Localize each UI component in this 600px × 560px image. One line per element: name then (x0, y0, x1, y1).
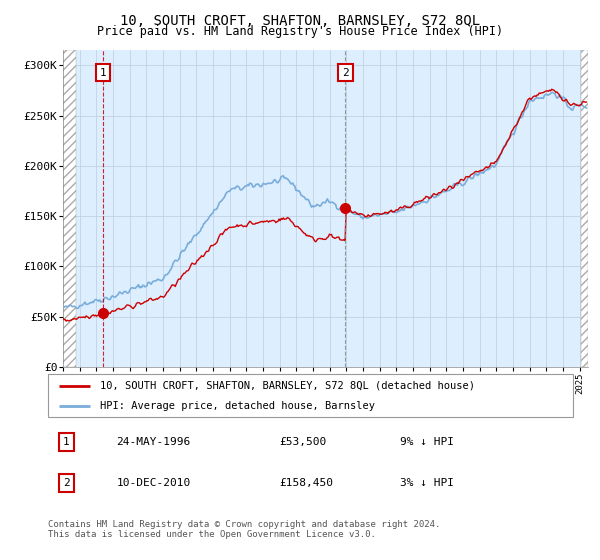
Text: 3% ↓ HPI: 3% ↓ HPI (400, 478, 454, 488)
Text: 1: 1 (63, 437, 70, 447)
Bar (63, 50, 76, 367)
Text: 1: 1 (100, 68, 106, 77)
Text: 24-MAY-1996: 24-MAY-1996 (116, 437, 191, 447)
Bar (581, 50, 588, 367)
Text: 10, SOUTH CROFT, SHAFTON, BARNSLEY, S72 8QL (detached house): 10, SOUTH CROFT, SHAFTON, BARNSLEY, S72 … (101, 381, 476, 391)
Text: Contains HM Land Registry data © Crown copyright and database right 2024.
This d: Contains HM Land Registry data © Crown c… (48, 520, 440, 539)
Text: 9% ↓ HPI: 9% ↓ HPI (400, 437, 454, 447)
Text: Price paid vs. HM Land Registry's House Price Index (HPI): Price paid vs. HM Land Registry's House … (97, 25, 503, 38)
Text: 10, SOUTH CROFT, SHAFTON, BARNSLEY, S72 8QL: 10, SOUTH CROFT, SHAFTON, BARNSLEY, S72 … (120, 14, 480, 28)
Text: £158,450: £158,450 (279, 478, 333, 488)
Text: 2: 2 (63, 478, 70, 488)
Text: £53,500: £53,500 (279, 437, 326, 447)
Text: 10-DEC-2010: 10-DEC-2010 (116, 478, 191, 488)
Text: 2: 2 (342, 68, 349, 77)
Text: HPI: Average price, detached house, Barnsley: HPI: Average price, detached house, Barn… (101, 400, 376, 410)
